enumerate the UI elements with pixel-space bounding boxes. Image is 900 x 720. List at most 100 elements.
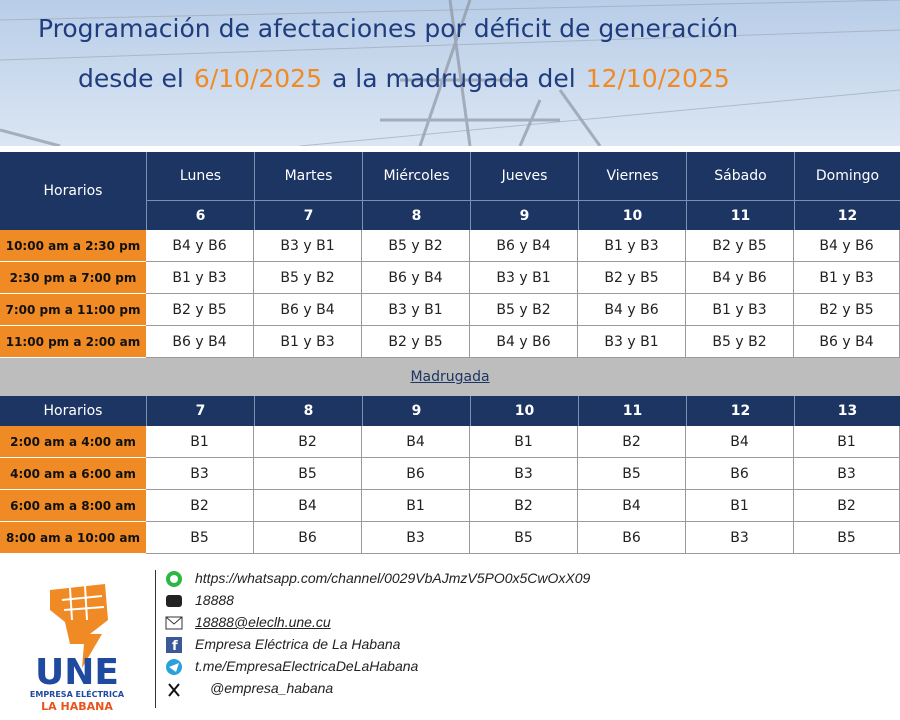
contact[interactable]: https://whatsapp.com/channel/0029VbAJmzV… (195, 570, 591, 586)
block-cell: B2 y B5 (794, 294, 900, 326)
time-slot: 2:30 pm a 7:00 pm (0, 262, 146, 294)
subtitle-text: a la madrugada del (332, 64, 576, 93)
block-cell: B6 y B4 (362, 262, 470, 294)
block-cell: B1 y B3 (254, 326, 362, 358)
day-header: Viernes (578, 152, 686, 200)
block-cell: B1 (686, 490, 794, 522)
block-cell: B6 y B4 (146, 326, 254, 358)
block-cell: B4 (578, 490, 686, 522)
block-cell: B6 y B4 (794, 326, 900, 358)
block-cell: B3 y B1 (254, 230, 362, 262)
date-header: 11 (686, 200, 794, 230)
block-cell: B3 (362, 522, 470, 554)
day-header: Jueves (470, 152, 578, 200)
date-header: 8 (362, 200, 470, 230)
block-cell: B6 (686, 458, 794, 490)
date-header: 10 (578, 200, 686, 230)
block-cell: B2 (254, 426, 362, 458)
column-header: Horarios (0, 396, 146, 426)
divider (155, 570, 156, 708)
block-cell: B3 (146, 458, 254, 490)
day-header: Sábado (686, 152, 794, 200)
block-cell: B4 y B6 (146, 230, 254, 262)
contact: 18888 (195, 592, 234, 608)
block-cell: B1 y B3 (146, 262, 254, 294)
block-cell: B1 (146, 426, 254, 458)
block-cell: B5 y B2 (686, 326, 794, 358)
spacer (0, 146, 900, 152)
block-cell: B4 y B6 (794, 230, 900, 262)
title: Programación de afectaciones por déficit… (38, 14, 739, 43)
date-header: 9 (470, 200, 578, 230)
block-cell: B5 (470, 522, 578, 554)
block-cell: B5 (578, 458, 686, 490)
time-slot: 4:00 am a 6:00 am (0, 458, 146, 490)
date-header: 12 (794, 200, 900, 230)
block-cell: B5 y B2 (254, 262, 362, 294)
end-date: 12/10/2025 (585, 64, 730, 93)
block-cell: B1 y B3 (578, 230, 686, 262)
block-cell: B6 y B4 (470, 230, 578, 262)
start-date: 6/10/2025 (193, 64, 322, 93)
svg-text:f: f (172, 639, 178, 654)
block-cell: B4 (686, 426, 794, 458)
block-cell: B5 (794, 522, 900, 554)
block-cell: B3 (686, 522, 794, 554)
block-cell: B2 y B5 (146, 294, 254, 326)
day-header: Lunes (146, 152, 254, 200)
time-slot: 10:00 am a 2:30 pm (0, 230, 146, 262)
block-cell: B2 (146, 490, 254, 522)
subtitle-text: desde el (78, 64, 184, 93)
block-cell: B3 y B1 (470, 262, 578, 294)
contact[interactable]: t.me/EmpresaElectricaDeLaHabana (195, 658, 419, 674)
time-slot: 8:00 am a 10:00 am (0, 522, 146, 554)
contact: @empresa_habana (210, 680, 334, 696)
date-header: 6 (146, 200, 254, 230)
date-header: 13 (794, 396, 900, 426)
logo-name: UNE (35, 651, 119, 693)
block-cell: B4 y B6 (686, 262, 794, 294)
block-cell: B1 (362, 490, 470, 522)
block-cell: B6 (254, 522, 362, 554)
block-cell: B2 (794, 490, 900, 522)
block-cell: B2 y B5 (578, 262, 686, 294)
block-cell: B5 (254, 458, 362, 490)
date-header: 7 (146, 396, 254, 426)
logo-city: LA HABANA (41, 699, 113, 713)
block-cell: B1 (470, 426, 578, 458)
block-cell: B4 y B6 (470, 326, 578, 358)
date-header: 12 (686, 396, 794, 426)
block-cell: B2 (470, 490, 578, 522)
block-cell: B5 y B2 (362, 230, 470, 262)
header-background (0, 0, 900, 146)
date-header: 11 (578, 396, 686, 426)
time-slot: 2:00 am a 4:00 am (0, 426, 146, 458)
block-cell: B3 (470, 458, 578, 490)
date-header: 9 (362, 396, 470, 426)
block-cell: B1 y B3 (794, 262, 900, 294)
day-header: Domingo (794, 152, 900, 200)
contact[interactable]: 18888@eleclh.une.cu (195, 614, 331, 630)
block-cell: B1 y B3 (686, 294, 794, 326)
time-slot: 11:00 pm a 2:00 am (0, 326, 146, 358)
block-cell: B2 y B5 (686, 230, 794, 262)
block-cell: B3 y B1 (362, 294, 470, 326)
column-header: Horarios (0, 152, 146, 230)
block-cell: B4 (362, 426, 470, 458)
time-slot: 7:00 pm a 11:00 pm (0, 294, 146, 326)
block-cell: B2 (578, 426, 686, 458)
day-header: Miércoles (362, 152, 470, 200)
block-cell: B4 y B6 (578, 294, 686, 326)
date-header: 7 (254, 200, 362, 230)
block-cell: B1 (794, 426, 900, 458)
logo-company: EMPRESA ELÉCTRICA (29, 689, 125, 699)
subtitle: desde el 6/10/2025 a la madrugada del 12/10… (78, 64, 740, 93)
block-cell: B6 (362, 458, 470, 490)
block-cell: B6 y B4 (254, 294, 362, 326)
day-header: Martes (254, 152, 362, 200)
block-cell: B2 y B5 (362, 326, 470, 358)
block-cell: B4 (254, 490, 362, 522)
contact: Empresa Eléctrica de La Habana (195, 636, 401, 652)
logo-graphic (50, 584, 108, 668)
